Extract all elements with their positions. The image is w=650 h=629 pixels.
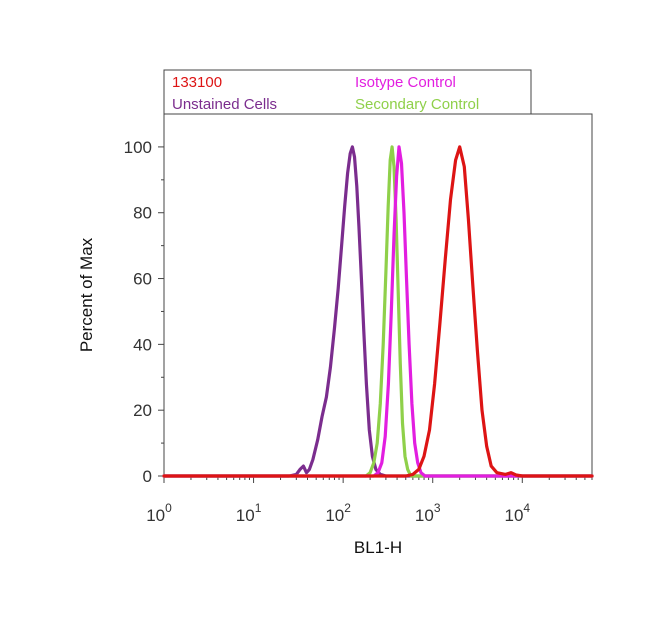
x-tick-label: 100 <box>146 501 172 525</box>
series-line-unstained-cells <box>162 145 594 478</box>
legend-entry-secondary-control: Secondary Control <box>355 96 479 113</box>
x-tick-label: 103 <box>415 501 441 525</box>
legend-entry-unstained-cells: Unstained Cells <box>172 96 277 113</box>
y-tick-label: 100 <box>124 138 152 157</box>
x-tick-label: 104 <box>504 501 530 525</box>
y-axis: 0 20 40 60 80 100 <box>124 138 164 486</box>
series-layer <box>162 145 594 478</box>
y-tick-label: 60 <box>133 270 152 289</box>
series-line-isotype-control <box>162 145 594 478</box>
y-tick-label: 0 <box>143 467 152 486</box>
x-axis-title: BL1-H <box>354 538 402 557</box>
y-tick-label: 40 <box>133 335 152 354</box>
y-tick-label: 20 <box>133 401 152 420</box>
x-axis: 100 101 102 103 104 <box>146 476 593 525</box>
y-axis-title: Percent of Max <box>77 237 96 352</box>
x-tick-label: 101 <box>236 501 262 525</box>
legend-box <box>163 69 532 115</box>
legend-entry-isotype-control: Isotype Control <box>355 74 456 91</box>
legend-entry-133100: 133100 <box>172 74 222 91</box>
series-line-secondary-control <box>162 145 594 478</box>
series-line-133100 <box>162 145 594 478</box>
y-tick-label: 80 <box>133 204 152 223</box>
x-tick-label: 102 <box>325 501 351 525</box>
